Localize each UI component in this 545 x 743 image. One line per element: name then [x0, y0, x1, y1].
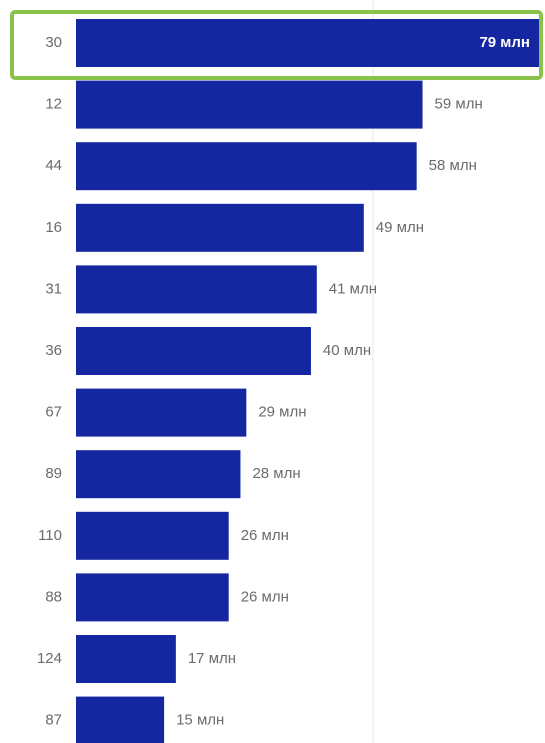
bar[interactable]	[76, 450, 241, 499]
category-label: 16	[45, 219, 62, 236]
bar[interactable]	[76, 388, 247, 437]
category-label: 67	[45, 404, 62, 421]
bar-row-31[interactable]: 31 41 млн	[45, 265, 377, 314]
category-label: 110	[38, 527, 62, 544]
bar-row-89[interactable]: 89 28 млн	[45, 450, 301, 499]
data-label: 41 млн	[329, 280, 377, 297]
data-label: 26 млн	[241, 527, 289, 544]
data-label: 40 млн	[323, 342, 371, 359]
bar[interactable]	[76, 511, 229, 560]
bar-row-36[interactable]: 36 40 млн	[45, 327, 371, 375]
bar[interactable]	[76, 203, 364, 252]
bar[interactable]	[76, 696, 165, 743]
category-label: 12	[45, 96, 62, 113]
category-label: 89	[45, 465, 62, 482]
category-label: 44	[45, 157, 62, 174]
category-label: 36	[45, 342, 62, 359]
bar[interactable]	[76, 80, 423, 129]
bar-row-16[interactable]: 16 49 млн	[45, 203, 424, 252]
category-label: 30	[45, 34, 62, 51]
bar[interactable]	[76, 327, 311, 375]
data-label: 26 млн	[241, 588, 289, 605]
bar[interactable]	[76, 265, 317, 314]
bar-row-110[interactable]: 110 26 млн	[38, 511, 289, 560]
selection-highlight	[10, 10, 543, 80]
data-label: 79 млн	[479, 34, 530, 51]
data-label: 59 млн	[435, 96, 483, 113]
bar-row-30[interactable]: 30 79 млн	[45, 19, 540, 67]
data-label: 28 млн	[252, 465, 300, 482]
data-label: 17 млн	[188, 650, 236, 667]
category-label: 31	[45, 280, 62, 297]
bar-row-12[interactable]: 12 59 млн	[45, 80, 483, 129]
category-label: 124	[37, 650, 62, 667]
bar[interactable]	[76, 573, 229, 622]
data-label: 58 млн	[429, 157, 477, 174]
category-label: 88	[45, 588, 62, 605]
bar-row-87[interactable]: 87 15 млн	[45, 696, 224, 743]
bar-row-88[interactable]: 88 26 млн	[45, 573, 289, 622]
bar-row-67[interactable]: 67 29 млн	[45, 388, 307, 437]
bar-row-124[interactable]: 124 17 млн	[37, 635, 236, 683]
data-label: 49 млн	[376, 219, 424, 236]
bar-row-44[interactable]: 44 58 млн	[45, 142, 477, 191]
bar[interactable]	[76, 19, 540, 67]
bar[interactable]	[76, 635, 176, 683]
bar[interactable]	[76, 142, 417, 191]
data-label: 15 млн	[176, 712, 224, 729]
data-label: 29 млн	[258, 404, 306, 421]
category-label: 87	[45, 712, 62, 729]
